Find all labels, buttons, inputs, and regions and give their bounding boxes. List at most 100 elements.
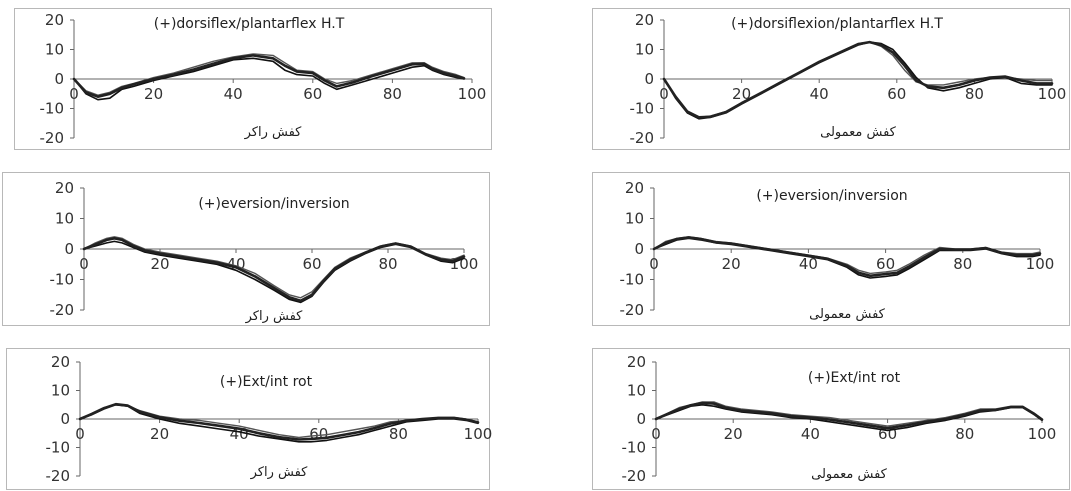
- x-tick-label: 100: [1038, 85, 1067, 103]
- x-tick-label: 80: [965, 85, 984, 103]
- chart-frame: [592, 348, 1070, 490]
- y-tick-label: 10: [51, 382, 70, 400]
- series-line-2: [653, 237, 1041, 279]
- series-line-3: [72, 54, 466, 98]
- x-tick-label: 40: [224, 85, 243, 103]
- y-tick-label: 0: [60, 410, 70, 428]
- chart-panel-dorsiflex-rocker: 20 10 0 -10 -20 0 20 40 60 80 100 (+)dorsiflex/plan…: [14, 8, 492, 150]
- chart-title: (+)Ext/int rot: [808, 370, 901, 386]
- x-tick-label: 0: [651, 425, 661, 443]
- x-tick-label: 0: [79, 255, 89, 273]
- x-axis-label: کفش معمولی: [809, 307, 886, 322]
- chart-title: (+)eversion/inversion: [198, 196, 349, 212]
- x-axis-label: کفش معمولی: [820, 125, 897, 140]
- y-tick-label: -10: [40, 100, 65, 118]
- chart-title: (+)eversion/inversion: [756, 188, 907, 204]
- chart-title: (+)dorsiflexion/plantarflex H.T: [731, 16, 943, 32]
- y-tick-label: 20: [635, 11, 654, 29]
- y-tick-label: -10: [620, 271, 645, 289]
- y-tick-label: 20: [51, 353, 70, 371]
- y-tick-label: 20: [45, 11, 64, 29]
- x-tick-label: 20: [144, 85, 163, 103]
- y-tick-label: 0: [634, 240, 644, 258]
- y-tick-label: -10: [630, 100, 655, 118]
- x-tick-label: 60: [302, 255, 321, 273]
- y-tick-label: 0: [64, 240, 74, 258]
- chart-panel-rotation-regular: 20 10 0 -10 -20 0 20 40 60 80 100 (+)Ext/int rot کفش…: [592, 348, 1070, 490]
- x-tick-label: 40: [801, 425, 820, 443]
- x-axis-label: کفش راکر: [250, 465, 309, 480]
- chart-title: (+)Ext/int rot: [220, 374, 313, 390]
- x-tick-label: 0: [649, 255, 659, 273]
- y-tick-label: 0: [644, 70, 654, 88]
- x-tick-label: 100: [458, 85, 487, 103]
- x-tick-label: 20: [150, 425, 169, 443]
- y-tick-label: 10: [627, 382, 646, 400]
- x-tick-label: 80: [383, 85, 402, 103]
- x-axis-label: کفش معمولی: [811, 467, 888, 482]
- y-tick-label: -20: [620, 301, 645, 319]
- y-tick-label: 20: [55, 179, 74, 197]
- x-tick-label: 60: [876, 255, 895, 273]
- y-tick-label: -10: [622, 439, 647, 457]
- series-line-3: [654, 401, 1044, 430]
- y-tick-label: 10: [55, 210, 74, 228]
- x-tick-label: 0: [75, 425, 85, 443]
- x-tick-label: 60: [303, 85, 322, 103]
- series-line-3: [662, 40, 1054, 119]
- series-line-3: [652, 236, 1042, 278]
- x-tick-label: 60: [887, 85, 906, 103]
- x-tick-label: 100: [464, 425, 493, 443]
- x-tick-label: 80: [953, 255, 972, 273]
- chart-frame: [592, 172, 1070, 326]
- x-tick-label: 20: [732, 85, 751, 103]
- y-tick-label: -10: [50, 271, 75, 289]
- x-tick-label: 20: [724, 425, 743, 443]
- chart-frame: [6, 348, 490, 490]
- chart-frame: [2, 172, 490, 326]
- chart-frame: [14, 8, 492, 150]
- y-tick-label: 10: [635, 41, 654, 59]
- x-axis-label: کفش راکر: [245, 309, 304, 324]
- y-tick-label: -10: [46, 439, 71, 457]
- series-line-2: [83, 240, 465, 304]
- chart-panel-rotation-rocker: 20 10 0 -10 -20 0 20 40 60 80 100 (+)Ext/int rot کفش…: [6, 348, 493, 490]
- chart-panel-eversion-rocker: 20 10 0 -10 -20 0 20 40 60 80 100 (+)eversion/inver…: [2, 172, 490, 326]
- y-tick-label: 20: [625, 179, 644, 197]
- x-tick-label: 0: [69, 85, 79, 103]
- series-line-2: [73, 57, 465, 101]
- x-tick-label: 40: [799, 255, 818, 273]
- y-tick-label: 10: [625, 210, 644, 228]
- x-axis-label: کفش راکر: [244, 125, 303, 140]
- y-tick-label: 10: [45, 41, 64, 59]
- y-tick-label: 0: [54, 70, 64, 88]
- series-line-3: [82, 237, 466, 303]
- y-tick-label: -20: [630, 129, 655, 147]
- y-tick-label: -20: [40, 129, 65, 147]
- x-tick-label: 40: [810, 85, 829, 103]
- y-tick-label: -20: [50, 301, 75, 319]
- x-tick-label: 80: [378, 255, 397, 273]
- x-tick-label: 100: [1026, 255, 1055, 273]
- chart-frame: [592, 8, 1070, 150]
- x-tick-label: 80: [389, 425, 408, 443]
- series-line-3: [78, 402, 480, 441]
- x-tick-label: 20: [150, 255, 169, 273]
- x-tick-label: 100: [1028, 425, 1057, 443]
- y-tick-label: -20: [622, 467, 647, 485]
- chart-panel-dorsiflex-regular: 20 10 0 -10 -20 0 20 40 60 80 100 (+)dorsiflexion/p…: [592, 8, 1070, 150]
- y-tick-label: 0: [636, 410, 646, 428]
- chart-panel-eversion-regular: 20 10 0 -10 -20 0 20 40 60 80 100 (+)eversion/inver…: [592, 172, 1070, 326]
- x-tick-label: 0: [659, 85, 669, 103]
- chart-title: (+)dorsiflex/plantarflex H.T: [154, 16, 345, 32]
- series-line-2: [663, 41, 1053, 120]
- x-tick-label: 80: [955, 425, 974, 443]
- y-tick-label: 20: [627, 353, 646, 371]
- x-tick-label: 20: [722, 255, 741, 273]
